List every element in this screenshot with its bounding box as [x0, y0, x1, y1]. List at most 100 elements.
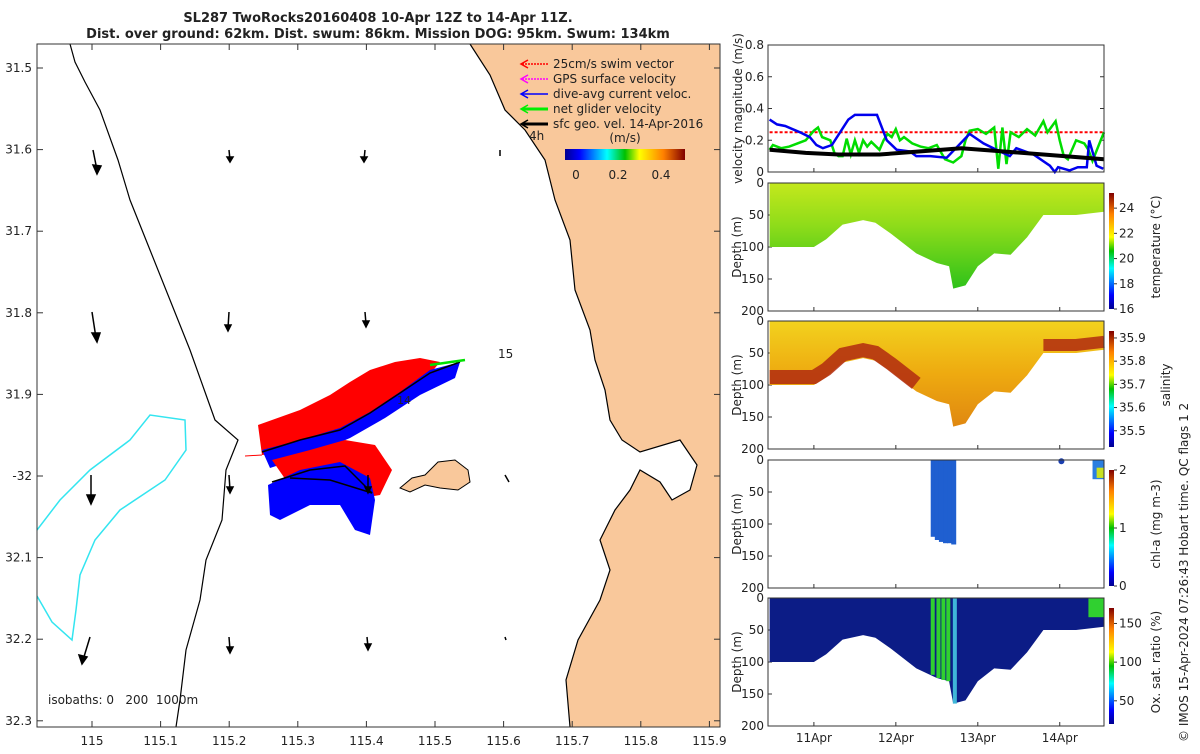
chl-a-colorbar: 0 1 2 chl-a (mg m-3) — [1109, 463, 1163, 593]
lat-tick-label: -32 — [12, 469, 32, 483]
lat-tick-label: 32.3 — [5, 714, 32, 728]
colorbar-label: chl-a (mg m-3) — [1149, 479, 1163, 568]
high-salinity-band — [1043, 335, 1105, 351]
oxygen-profile — [936, 598, 941, 678]
y-tick-label: 50 — [749, 208, 764, 222]
y-tick-label: 200 — [741, 581, 764, 595]
y-tick-label: 0 — [756, 591, 764, 605]
y-tick-label: 200 — [741, 719, 764, 733]
lon-tick-label: 115 — [81, 734, 104, 748]
time-label-4h: 4h — [529, 129, 544, 143]
y-tick-label: 150 — [741, 410, 764, 424]
map-panel: 4h 14 15 isobaths: 0 200 1000m 115 115.1 1… — [5, 43, 727, 748]
legend-item: 25cm/s swim vector — [519, 57, 674, 71]
colorbar-tick-label: 16 — [1119, 302, 1134, 316]
lat-tick-label: 31.7 — [5, 224, 32, 238]
footer-credit: © IMOS 15-Apr-2024 07:26:43 Hobart time.… — [1177, 403, 1191, 742]
oxygen-profile — [946, 598, 951, 682]
colorbar-label: Ox. sat. ratio (%) — [1149, 611, 1163, 713]
chl-profile — [951, 460, 957, 545]
isobath-legend: isobaths: 0 200 1000m — [48, 693, 198, 707]
y-tick-label: 0 — [756, 165, 764, 179]
y-tick-label: 100 — [741, 655, 764, 669]
lon-tick-label: 115.4 — [349, 734, 383, 748]
island — [399, 459, 471, 493]
lon-tick-label: 115.2 — [212, 734, 246, 748]
lon-tick-label: 115.1 — [143, 734, 177, 748]
series-line-sfc-geo-vel- — [769, 146, 1105, 162]
y-tick-label: 0 — [756, 314, 764, 328]
y-axis-label: Depth (m) — [730, 354, 744, 415]
colorbar-tick-label: 1 — [1119, 521, 1127, 535]
legend-label: dive-avg current veloc. — [553, 87, 691, 101]
legend-label: sfc geo. vel. 14-Apr-2016 — [553, 117, 703, 131]
day-label-15: 15 — [498, 347, 513, 361]
panel-4-axes: 0 50 100 150 200 Depth (m) 0 1 2 chl-a (mg m-3) — [730, 453, 1163, 595]
colorbar-tick-label: 35.9 — [1119, 331, 1146, 345]
oxygen-profile — [941, 598, 946, 680]
colorbar-label: temperature (°C) — [1149, 196, 1163, 299]
land-mass — [470, 44, 720, 727]
colorbar-tick-label: 150 — [1119, 616, 1142, 630]
salinity-colorbar: 35.5 35.6 35.7 35.8 35.9 salinity — [1109, 331, 1173, 447]
chl-profile — [943, 460, 949, 544]
panel-5-axes: 0 50 100 150 200 Depth (m) 50 100 150 Ox. sat. ra… — [730, 591, 1163, 733]
lat-tick-label: 31.9 — [5, 387, 32, 401]
colorbar-tick-label: 0 — [1119, 579, 1127, 593]
y-tick-label: 0.6 — [745, 70, 764, 84]
y-tick-label: 0.4 — [745, 102, 764, 116]
lon-tick-label: 115.9 — [692, 734, 726, 748]
y-tick-label: 50 — [749, 485, 764, 499]
speed-colorbar-tick: 0.4 — [651, 168, 670, 182]
y-tick-label: 50 — [749, 346, 764, 360]
colorbar-label: salinity — [1159, 363, 1173, 406]
chl-profile — [938, 460, 944, 542]
title-line-2: Dist. over ground: 62km. Dist. swum: 86k… — [86, 27, 670, 42]
lat-tick-label: 32.2 — [5, 632, 32, 646]
y-tick-label: 0.8 — [745, 38, 764, 52]
legend-item: dive-avg current veloc. — [519, 87, 691, 101]
temperature-colorbar: 16 18 20 22 24 temperature (°C) — [1109, 193, 1163, 316]
legend-label: net glider velocity — [553, 102, 661, 116]
y-tick-label: 150 — [741, 272, 764, 286]
colorbar-tick-label: 2 — [1119, 463, 1127, 477]
colorbar-tick-label: 35.5 — [1119, 424, 1146, 438]
lat-tick-label: 32.1 — [5, 551, 32, 565]
lon-tick-label: 115.6 — [486, 734, 520, 748]
colorbar-tick-label: 35.7 — [1119, 377, 1146, 391]
oxygen-profile — [952, 598, 957, 704]
y-tick-label: 0.2 — [745, 133, 764, 147]
panel-2-axes: 0 50 100 150 200 Depth (m) 16 18 20 22 24 temperatu… — [730, 176, 1163, 318]
chl-high-patch — [1096, 467, 1104, 478]
lat-tick-label: 31.5 — [5, 61, 32, 75]
speed-colorbar-tick: 0.2 — [608, 168, 627, 182]
glider-track — [244, 358, 466, 535]
colorbar-tick-label: 35.6 — [1119, 401, 1146, 415]
colorbar-tick-label: 35.8 — [1119, 354, 1146, 368]
speed-colorbar-tick: 0 — [572, 168, 580, 182]
lat-tick-label: 31.6 — [5, 143, 32, 157]
y-tick-label: 50 — [749, 623, 764, 637]
x-tick-label: 13Apr — [960, 731, 996, 745]
isobath-200m — [69, 44, 239, 727]
colorbar-tick-label: 50 — [1119, 694, 1134, 708]
legend-label: GPS surface velocity — [553, 72, 676, 86]
colorbar-tick-label: 22 — [1119, 226, 1134, 240]
oxygen-profile — [1088, 598, 1104, 618]
lon-tick-label: 115.5 — [418, 734, 452, 748]
lon-tick-label: 115.7 — [555, 734, 589, 748]
title-line-1: SL287 TwoRocks20160408 10-Apr 12Z to 14-… — [183, 11, 572, 26]
series-line-net-glider-velocity — [768, 118, 1106, 169]
chl-profile — [930, 460, 936, 537]
y-tick-label: 100 — [741, 378, 764, 392]
day-label-14: 14 — [397, 394, 411, 407]
y-axis-label: Depth (m) — [730, 493, 744, 554]
oxygen-colorbar: 50 100 150 Ox. sat. ratio (%) — [1109, 608, 1163, 724]
speed-colorbar: (m/s) 0 0.2 0.4 — [565, 131, 685, 182]
y-tick-label: 200 — [741, 304, 764, 318]
speed-colorbar-label: (m/s) — [609, 131, 640, 145]
colorbar-tick-label: 24 — [1119, 201, 1134, 215]
